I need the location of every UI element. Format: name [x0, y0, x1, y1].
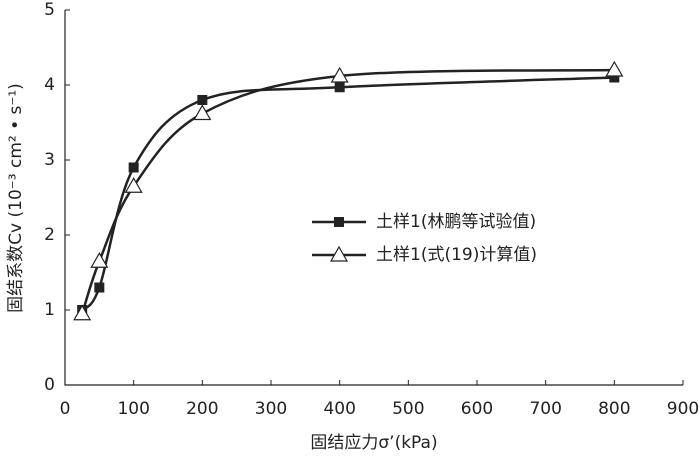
- marker: [128, 162, 139, 173]
- legend-label: 土样1(林鹏等试验值): [376, 212, 536, 232]
- marker: [609, 72, 620, 83]
- y-axis-label: 固结系数Cv (10⁻³ cm² • s⁻¹): [6, 83, 26, 313]
- x-tick-label: 500: [392, 399, 424, 419]
- marker: [90, 252, 109, 268]
- marker: [73, 304, 92, 321]
- series-line: [81, 76, 615, 311]
- marker: [197, 95, 208, 105]
- marker: [94, 282, 105, 293]
- legend-marker: [329, 245, 349, 262]
- x-tick-label: 600: [461, 399, 493, 419]
- marker: [124, 177, 143, 193]
- y-tick-label: 1: [44, 300, 55, 320]
- x-tick-label: 100: [117, 399, 149, 419]
- y-tick-label: 3: [44, 150, 55, 170]
- x-axis-label: 固结应力σ’(kPa): [310, 433, 437, 453]
- y-tick-label: 5: [44, 0, 55, 20]
- y-tick-label: 2: [44, 225, 55, 245]
- x-tick-label: 300: [255, 399, 287, 419]
- marker: [605, 60, 624, 77]
- x-tick-label: 200: [186, 399, 218, 419]
- x-tick-label: 800: [598, 399, 630, 419]
- y-tick-label: 0: [44, 375, 55, 395]
- legend-label: 土样1(式(19)计算值): [376, 245, 537, 265]
- y-tick-label: 4: [44, 75, 55, 95]
- x-tick-label: 0: [60, 399, 71, 419]
- x-tick-label: 400: [323, 399, 355, 419]
- marker: [193, 104, 212, 121]
- marker: [334, 82, 345, 93]
- axes: [64, 10, 683, 386]
- series-line: [80, 68, 615, 315]
- marker: [330, 66, 349, 83]
- legend-marker: [334, 217, 344, 227]
- x-tick-label: 700: [529, 399, 561, 419]
- x-tick-label: 900: [667, 399, 699, 419]
